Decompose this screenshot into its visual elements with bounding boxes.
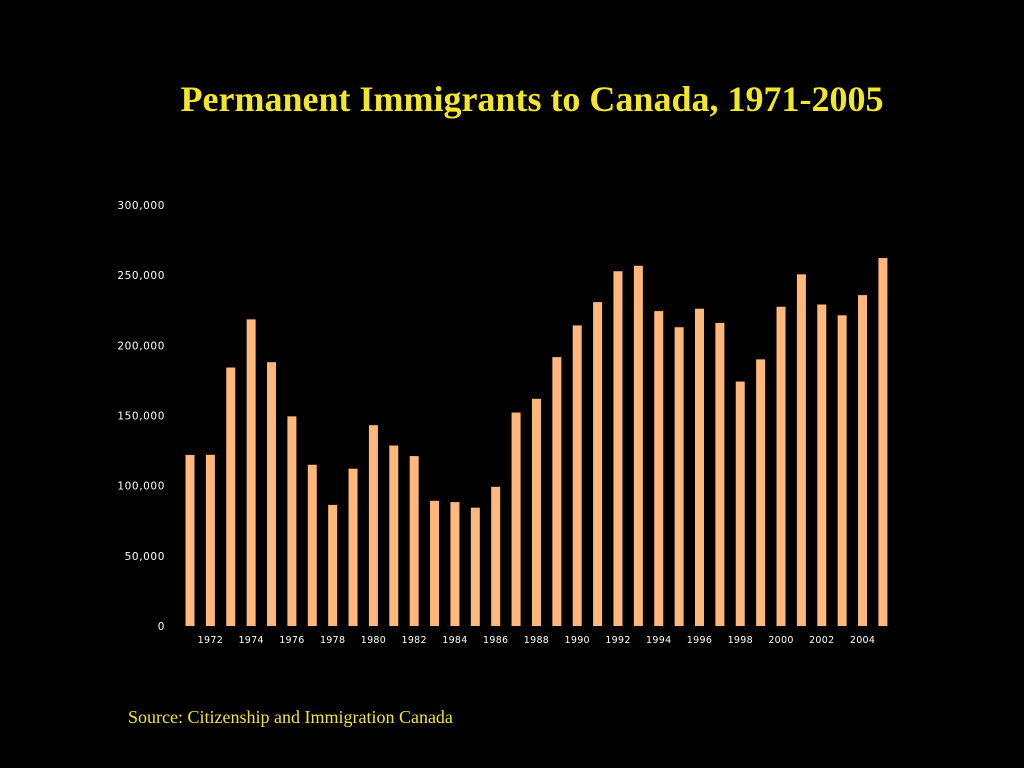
x-tick-label: 1978 <box>320 635 345 646</box>
bar-1975 <box>267 362 277 626</box>
bar-chart: 0 50,000 100,000 150,000 200,000 250,000 300,0… <box>117 200 888 646</box>
x-tick-label: 1996 <box>687 635 712 646</box>
bar-1995 <box>674 327 684 626</box>
x-tick-label: 2002 <box>809 635 834 646</box>
bar-1990 <box>572 325 582 626</box>
x-tick-label: 2000 <box>768 635 793 646</box>
x-tick-label: 1992 <box>605 635 630 646</box>
y-tick-label: 300,000 <box>117 200 165 212</box>
x-tick-label: 1990 <box>565 635 590 646</box>
bar-1993 <box>633 265 643 626</box>
y-tick-label: 200,000 <box>117 340 165 352</box>
x-tick-label: 1982 <box>401 635 426 646</box>
bar-2005 <box>878 258 888 626</box>
bar-1994 <box>654 311 664 626</box>
bar-1997 <box>715 322 725 626</box>
bar-1972 <box>205 454 215 626</box>
bar-1991 <box>593 302 603 626</box>
y-tick-label: 100,000 <box>117 481 165 493</box>
y-axis: 0 50,000 100,000 150,000 200,000 250,000 300,0… <box>117 200 165 633</box>
x-tick-label: 1994 <box>646 635 671 646</box>
bar-1980 <box>368 425 378 626</box>
bar-1979 <box>348 468 358 626</box>
chart-title: Permanent Immigrants to Canada, 1971-200… <box>180 79 884 119</box>
bar-1984 <box>450 502 460 626</box>
x-tick-label: 2004 <box>850 635 875 646</box>
y-tick-label: 0 <box>158 621 165 633</box>
x-tick-label: 1988 <box>524 635 549 646</box>
bar-1974 <box>246 319 256 626</box>
bar-1982 <box>409 456 419 626</box>
bar-1977 <box>307 464 317 626</box>
bar-2000 <box>776 306 786 626</box>
bar-1978 <box>328 504 338 626</box>
bar-1976 <box>287 416 297 626</box>
bar-2003 <box>837 315 847 626</box>
bar-1981 <box>389 445 399 626</box>
x-tick-label: 1984 <box>442 635 467 646</box>
x-tick-label: 1998 <box>728 635 753 646</box>
bar-1999 <box>756 359 766 626</box>
y-tick-label: 50,000 <box>125 551 165 563</box>
bar-2002 <box>817 304 827 626</box>
bar-1971 <box>185 454 195 626</box>
bar-1983 <box>430 500 440 626</box>
bar-1988 <box>531 398 541 626</box>
bar-1992 <box>613 271 623 626</box>
y-tick-label: 150,000 <box>117 411 165 423</box>
bar-1986 <box>491 486 501 626</box>
bar-1973 <box>226 367 236 626</box>
x-tick-label: 1986 <box>483 635 508 646</box>
x-tick-label: 1980 <box>361 635 386 646</box>
bars <box>185 258 888 626</box>
bar-1989 <box>552 357 562 626</box>
bar-1998 <box>735 381 745 626</box>
bar-1996 <box>695 308 704 626</box>
bar-1987 <box>511 412 521 626</box>
x-tick-label: 1972 <box>198 635 223 646</box>
y-tick-label: 250,000 <box>117 270 165 282</box>
bar-2001 <box>796 274 806 626</box>
x-axis: 1972 1974 1976 1978 1980 1982 1984 1986 1988 1990… <box>198 635 875 646</box>
bar-2004 <box>858 295 868 626</box>
x-tick-label: 1974 <box>238 635 263 646</box>
source-note: Source: Citizenship and Immigration Cana… <box>128 707 453 727</box>
x-tick-label: 1976 <box>279 635 304 646</box>
bar-1985 <box>470 507 480 626</box>
